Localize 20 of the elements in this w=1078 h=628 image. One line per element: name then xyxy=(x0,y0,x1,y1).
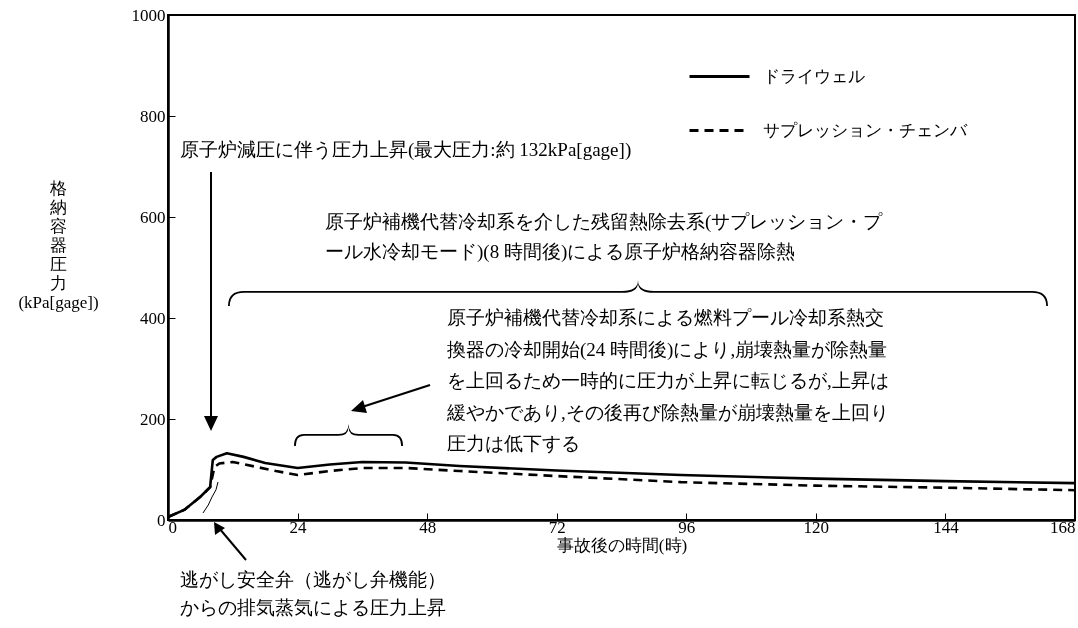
y-axis-title: 格納容器圧力 (kPa[gage]) xyxy=(18,178,99,312)
y-tick-label: 400 xyxy=(140,308,166,328)
x-tick-label: 72 xyxy=(548,517,566,537)
y-tick-label: 200 xyxy=(140,409,166,429)
annotation: 原子炉補機代替冷却系による燃料プール冷却系熱交換器の冷却開始(24 時間後)により,崩壊熱量が除熱量を上回るため一時的に圧力が上昇に転じるが,上昇は緩やかであり,その後再び除熱量が崩壊熱量を上回り圧力は低下する xyxy=(446,307,889,454)
x-tick-label: 48 xyxy=(419,517,437,537)
x-tick-label: 24 xyxy=(289,517,308,537)
y-tick-label: 600 xyxy=(140,207,166,227)
annotation: 原子炉減圧に伴う圧力上昇(最大圧力:約 132kPa[gage]) xyxy=(180,139,632,161)
x-tick-label: 120 xyxy=(803,517,830,537)
x-tick-label: 144 xyxy=(933,517,960,537)
y-tick-label: 1000 xyxy=(131,5,166,25)
x-tick-label: 168 xyxy=(1050,517,1076,537)
text: 逃がし安全弁（逃がし弁機能）からの排気蒸気による圧力上昇 xyxy=(180,569,446,618)
x-axis-title: 事故後の時間(時) xyxy=(556,535,688,555)
annotation: 原子炉補機代替冷却系を介した残留熱除去系(サプレッション・プール水冷却モード)(8 時間後)による原子炉格納容器除熱 xyxy=(325,211,884,263)
legend-label: ドライウェル xyxy=(763,66,865,86)
legend-label: サプレッション・チェンバ xyxy=(763,120,968,140)
y-tick-label: 800 xyxy=(140,106,166,126)
x-tick-label: 96 xyxy=(678,517,696,537)
